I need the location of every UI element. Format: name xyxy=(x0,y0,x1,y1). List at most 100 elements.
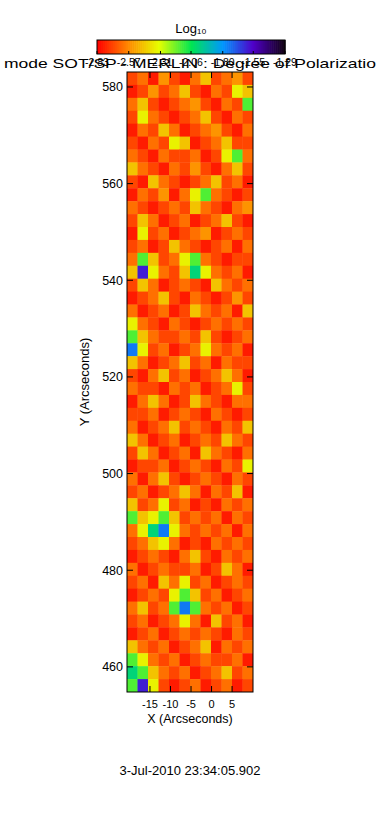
cell xyxy=(190,382,201,395)
cell xyxy=(211,343,222,356)
cell xyxy=(190,498,201,511)
plot-frame xyxy=(127,72,253,692)
cell xyxy=(169,175,180,188)
cell xyxy=(180,653,191,666)
cell xyxy=(169,666,180,679)
cell xyxy=(232,421,243,434)
cell xyxy=(148,666,159,679)
cell xyxy=(180,524,191,537)
cell xyxy=(138,395,149,408)
cell xyxy=(222,162,233,175)
cell xyxy=(127,382,138,395)
x-tick xyxy=(170,686,171,692)
cell xyxy=(222,150,233,163)
cell xyxy=(222,317,233,330)
cell xyxy=(243,524,254,537)
cell xyxy=(159,550,170,563)
cell xyxy=(190,679,201,692)
cell xyxy=(159,602,170,615)
cell xyxy=(159,511,170,524)
cell xyxy=(201,317,212,330)
cell xyxy=(201,137,212,150)
cell xyxy=(159,214,170,227)
cell xyxy=(222,201,233,214)
cell xyxy=(243,589,254,602)
cell xyxy=(138,666,149,679)
cell xyxy=(190,666,201,679)
cell xyxy=(148,317,159,330)
cell xyxy=(180,279,191,292)
cell xyxy=(159,266,170,279)
cell xyxy=(138,201,149,214)
cell xyxy=(180,447,191,460)
cell xyxy=(222,589,233,602)
cell xyxy=(169,305,180,318)
cell xyxy=(127,615,138,628)
cell xyxy=(180,201,191,214)
cell xyxy=(159,162,170,175)
y-tick-label: 580 xyxy=(102,80,123,94)
cell xyxy=(127,460,138,473)
cell xyxy=(190,266,201,279)
cell xyxy=(169,485,180,498)
cell xyxy=(138,266,149,279)
cell xyxy=(159,279,170,292)
cell xyxy=(190,137,201,150)
cell xyxy=(222,279,233,292)
cell xyxy=(127,266,138,279)
cell xyxy=(127,124,138,137)
cell xyxy=(201,266,212,279)
cell xyxy=(148,124,159,137)
cell xyxy=(211,240,222,253)
cell xyxy=(159,395,170,408)
cell xyxy=(180,434,191,447)
cell xyxy=(138,330,149,343)
cell xyxy=(148,589,159,602)
cell xyxy=(148,98,159,111)
colorbar-tick xyxy=(253,51,254,54)
cell xyxy=(190,85,201,98)
cell xyxy=(232,472,243,485)
cell xyxy=(201,485,212,498)
cell xyxy=(243,85,254,98)
cell xyxy=(180,175,191,188)
cell xyxy=(127,137,138,150)
cell xyxy=(138,589,149,602)
cell xyxy=(243,214,254,227)
y-tick-label: 540 xyxy=(102,274,123,288)
cell xyxy=(243,421,254,434)
cell xyxy=(127,602,138,615)
cell xyxy=(148,485,159,498)
cell xyxy=(243,563,254,576)
cell xyxy=(232,498,243,511)
cell xyxy=(138,305,149,318)
cell xyxy=(169,460,180,473)
cell xyxy=(190,537,201,550)
cell xyxy=(211,615,222,628)
cell xyxy=(127,162,138,175)
cell xyxy=(222,98,233,111)
cell xyxy=(222,188,233,201)
cell xyxy=(232,369,243,382)
cell xyxy=(148,162,159,175)
cell xyxy=(201,72,212,85)
cell xyxy=(159,137,170,150)
cell xyxy=(232,137,243,150)
cell xyxy=(232,382,243,395)
x-tick xyxy=(191,686,192,692)
x-tick-label: 0 xyxy=(208,698,214,710)
cell xyxy=(180,563,191,576)
cell xyxy=(180,460,191,473)
cell xyxy=(138,408,149,421)
cell xyxy=(148,640,159,653)
cell xyxy=(243,124,254,137)
cell xyxy=(201,162,212,175)
cell xyxy=(222,550,233,563)
cell xyxy=(169,72,180,85)
cell xyxy=(159,240,170,253)
cell xyxy=(169,382,180,395)
cell xyxy=(222,640,233,653)
cell xyxy=(127,576,138,589)
cell xyxy=(222,175,233,188)
cell xyxy=(211,356,222,369)
